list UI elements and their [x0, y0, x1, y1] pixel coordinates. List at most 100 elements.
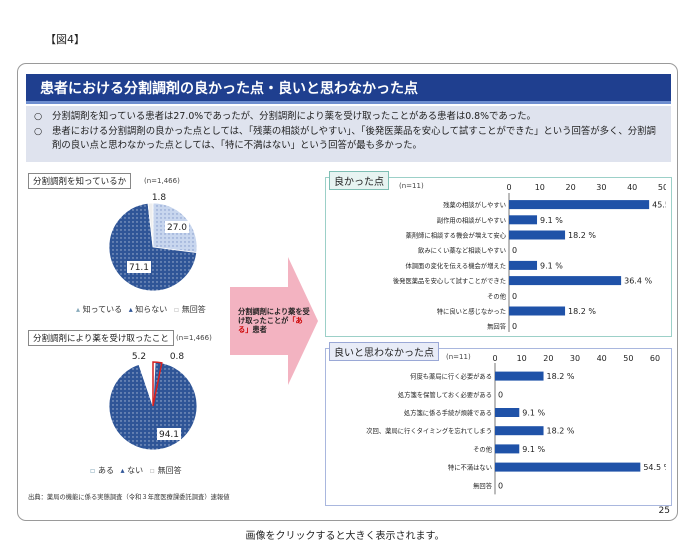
axis-tick-label: 10: [535, 183, 545, 192]
pie2-legend-2: ない: [127, 466, 144, 475]
category-label: その他: [473, 444, 493, 453]
bad-panel-tag: 良いと思わなかった点: [329, 342, 439, 361]
pie-label-bg: [127, 261, 151, 273]
category-label: 体調面の変化を伝える機会が増えた: [405, 261, 506, 270]
bar-value-label: 18.2 %: [547, 427, 575, 436]
legend-dot-icon: ▴: [120, 466, 125, 475]
bar-value-label: 18.2 %: [547, 372, 575, 381]
axis-tick-label: 20: [543, 354, 553, 363]
bar-value-label: 9.1 %: [540, 261, 563, 270]
category-label: その他: [487, 291, 507, 300]
category-label: 残薬の相談がしやすい: [443, 200, 506, 209]
bar-value-label: 54.5 %: [643, 463, 666, 472]
category-label: 次回、薬局に行くタイミングを忘れてしまう: [366, 426, 492, 435]
source-note: 出典：薬局の機能に係る実態調査（令和３年度医療課委託調査）速報値: [28, 494, 230, 501]
pie-value-label: 27.0: [167, 223, 187, 233]
good-points-panel: 良かった点 (n=11) 0 10 20 30 40 50 残薬の相談がしやすい 45.5 %…: [325, 171, 672, 337]
summary-box: ○ 分割調剤を知っている患者は27.0%であったが、分割調剤により薬を受け取ったこ…: [26, 106, 671, 162]
pie1-legend-2: 知らない: [135, 305, 168, 314]
figure-card[interactable]: 患者における分割調剤の良かった点・良いと思わなかった点 ○ 分割調剤を知っている患…: [17, 63, 678, 521]
pie2-legend-3: 無回答: [157, 466, 182, 475]
figure-title: 患者における分割調剤の良かった点・良いと思わなかった点: [26, 74, 671, 104]
bar-value-label: 18.2 %: [568, 307, 596, 316]
arrow-icon: [230, 257, 318, 385]
legend-dot-icon: ▴: [76, 305, 81, 314]
pie-label-bg: [165, 221, 189, 233]
category-label: 何度も薬局に行く必要がある: [410, 372, 492, 381]
bar-value-label: 9.1 %: [522, 445, 545, 454]
bar: [509, 276, 622, 286]
bar-value-label: 0: [498, 390, 503, 399]
bar: [495, 462, 641, 472]
axis-tick-label: 30: [596, 183, 606, 192]
category-label: 特に不満はない: [448, 463, 492, 472]
bar-value-label: 45.5 %: [652, 201, 666, 210]
bar-chart-bad: 0 10 20 30 40 50 60 何度も薬局に行く必要がある 18.2 % 処方箋を保管して…: [366, 354, 666, 495]
category-label: 処方箋を保管しておく必要がある: [398, 390, 492, 399]
pie-value-label: 0.8: [170, 352, 185, 362]
category-label: 後発医薬品を安心して試すことができた: [393, 276, 506, 285]
axis-tick-label: 60: [650, 354, 660, 363]
pie-slice: [147, 202, 154, 248]
pie-value-label: 1.8: [152, 193, 167, 203]
axis-tick-label: 40: [597, 354, 607, 363]
pie-value-label: 94.1: [159, 430, 179, 440]
bar: [509, 260, 538, 270]
pie1-label: 分割調剤を知っているか: [28, 173, 132, 189]
good-panel-tag: 良かった点: [329, 171, 389, 190]
axis-tick-label: 0: [492, 354, 497, 363]
pie2-n: (n=1,466): [176, 334, 212, 342]
bar-value-label: 36.4 %: [624, 277, 652, 286]
category-label: 処方箋に係る手続が煩雑である: [404, 408, 492, 417]
legend-dot-icon: ▫: [90, 466, 96, 475]
axis-tick-label: 20: [566, 183, 576, 192]
bar-value-label: 0: [512, 246, 517, 255]
category-label: 薬剤師に相談する機会が増えて安心: [406, 231, 507, 240]
bar: [495, 408, 520, 417]
pie-value-label: 71.1: [129, 263, 149, 273]
bar-value-label: 0: [512, 292, 517, 301]
page-number: 25: [658, 506, 670, 516]
category-label: 特に良いと感じなかった: [437, 307, 506, 316]
summary-line-1: ○ 分割調剤を知っている患者は27.0%であったが、分割調剤により薬を受け取ったこ…: [34, 111, 536, 122]
axis-tick-label: 10: [517, 354, 527, 363]
pie1-legend-1: 知っている: [82, 305, 123, 314]
axis-tick-label: 40: [627, 183, 637, 192]
category-label: 副作用の相談がしやすい: [437, 215, 506, 224]
pie1-legend-3: 無回答: [181, 305, 206, 314]
pie2-label: 分割調剤により薬を受け取ったこと: [28, 330, 174, 346]
axis-tick-label: 50: [623, 354, 633, 363]
summary-line-2: ○ 患者における分割調剤の良かった点としては、「残薬の相談がしやすい」、「後発医薬…: [34, 125, 656, 152]
bar-value-label: 18.2 %: [568, 231, 596, 240]
pie2-legend-1: ある: [97, 466, 114, 475]
legend-dot-icon: ▴: [128, 305, 133, 314]
axis-tick-label: 30: [570, 354, 580, 363]
bad-panel-n: (n=11): [446, 353, 471, 361]
bar-value-label: 0: [498, 481, 503, 490]
pie-chart-aware: 27.0 71.1 1.8: [108, 193, 198, 292]
pie1-n: (n=1,466): [144, 177, 180, 185]
pie-label-bg: [157, 428, 181, 440]
pie1-legend: ▴ 知っている ▴ 知らない ▫ 無回答: [76, 304, 206, 315]
bar: [495, 444, 520, 454]
highlight-slice: [152, 361, 163, 407]
bar: [495, 371, 544, 381]
figure-label: 【図4】: [45, 33, 85, 46]
category-label: 無回答: [473, 481, 493, 490]
bar: [509, 200, 650, 210]
legend-dot-icon: ▫: [149, 466, 156, 475]
bar: [509, 306, 566, 316]
bar-value-label: 0: [512, 322, 517, 331]
bad-points-panel: 良いと思わなかった点 (n=11) 0 10 20 30 40 50 60 何度も薬局に行く必…: [325, 342, 672, 506]
bar: [509, 230, 566, 240]
legend-dot-icon: ▫: [173, 305, 180, 314]
pie-chart-received: 0.8 94.1 5.2: [108, 352, 198, 451]
category-label: 無回答: [487, 322, 507, 331]
bar-value-label: 9.1 %: [522, 409, 545, 418]
bar: [495, 426, 544, 436]
click-caption[interactable]: 画像をクリックすると大きく表示されます。: [245, 531, 445, 542]
bar: [509, 215, 538, 225]
pie-value-label: 5.2: [132, 352, 146, 362]
bar-value-label: 9.1 %: [540, 216, 563, 225]
axis-tick-label: 0: [506, 183, 511, 192]
